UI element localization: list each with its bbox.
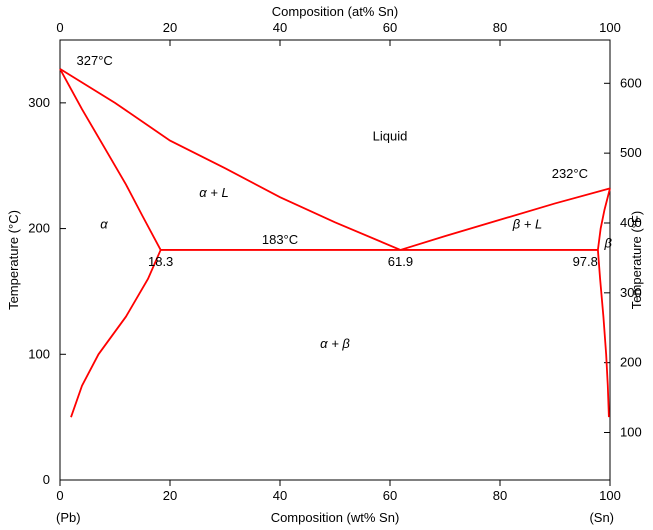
xb-tick-label: 80 [493, 488, 507, 503]
yl-tick-label: 200 [28, 221, 50, 236]
region-beta-l: β + L [512, 217, 542, 232]
xb-tick-label: 40 [273, 488, 287, 503]
yr-tick-label: 500 [620, 145, 642, 160]
xt-tick-label: 100 [599, 20, 621, 35]
x-bottom-label: Composition (wt% Sn) [271, 510, 400, 525]
anno-alpha-max: 18.3 [148, 254, 173, 269]
yl-tick-label: 100 [28, 346, 50, 361]
region-alpha: α [100, 217, 108, 232]
region-alpha-beta: α + β [320, 336, 350, 351]
yr-tick-label: 200 [620, 355, 642, 370]
corner-pb: (Pb) [56, 510, 81, 525]
xt-tick-label: 80 [493, 20, 507, 35]
curve-beta_solvus [598, 250, 609, 417]
xb-tick-label: 60 [383, 488, 397, 503]
yr-tick-label: 600 [620, 75, 642, 90]
region-alpha-l: α + L [199, 185, 228, 200]
xt-tick-label: 0 [56, 20, 63, 35]
xt-tick-label: 20 [163, 20, 177, 35]
curve-liquidus_right [400, 188, 610, 250]
curve-alpha_solidus [60, 69, 161, 250]
region-liquid: Liquid [373, 129, 408, 144]
corner-sn: (Sn) [589, 510, 614, 525]
anno-eutectic-c: 61.9 [388, 254, 413, 269]
anno-sn-melt: 232°C [552, 166, 588, 181]
y-left-label: Temperature (°C) [6, 210, 21, 310]
yr-tick-label: 100 [620, 425, 642, 440]
xb-tick-label: 100 [599, 488, 621, 503]
anno-beta-min: 97.8 [573, 254, 598, 269]
xt-tick-label: 40 [273, 20, 287, 35]
anno-pb-melt: 327°C [77, 53, 113, 68]
yl-tick-label: 0 [43, 472, 50, 487]
yl-tick-label: 300 [28, 95, 50, 110]
xb-tick-label: 0 [56, 488, 63, 503]
y-right-label: Temperature (°F) [629, 211, 644, 309]
curve-alpha_solvus [71, 250, 161, 417]
phase-diagram: 0 20 40 60 80 100 Composition (wt% Sn) (Pb) (Sn)… [0, 0, 653, 530]
region-beta: β [604, 235, 613, 250]
plot-border [60, 40, 610, 480]
xb-tick-label: 20 [163, 488, 177, 503]
x-top-label: Composition (at% Sn) [272, 4, 398, 19]
xt-tick-label: 60 [383, 20, 397, 35]
anno-eutectic-t: 183°C [262, 232, 298, 247]
